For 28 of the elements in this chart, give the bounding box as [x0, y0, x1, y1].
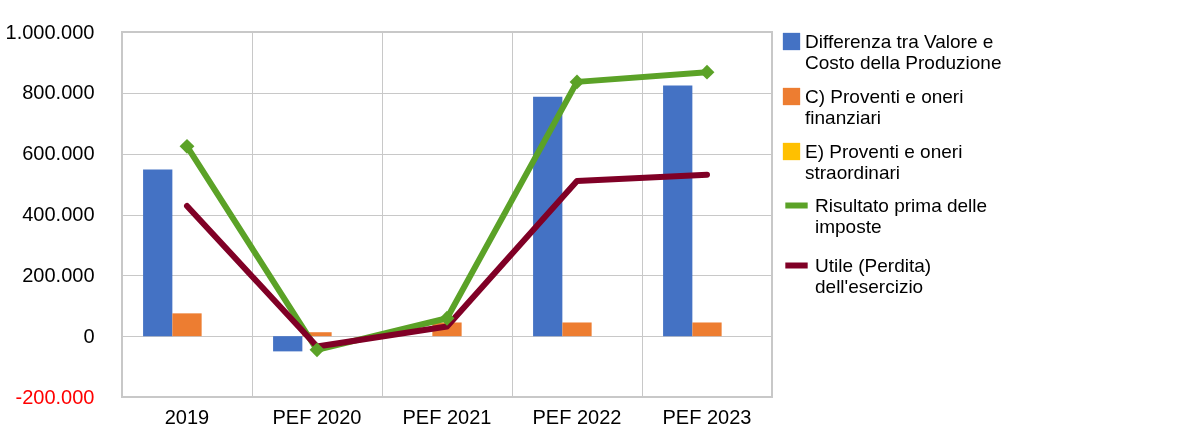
- bar: [663, 85, 693, 337]
- legend-label: Utile (Perdita) dell'esercizio: [815, 254, 932, 297]
- x-tick-label: PEF 2023: [662, 405, 752, 428]
- x-tick-label: PEF 2020: [272, 405, 362, 428]
- bar: [562, 322, 592, 337]
- point: [309, 342, 325, 358]
- bar: [143, 169, 173, 337]
- y-tick-label: 600.000: [22, 142, 95, 165]
- legend-label: Risultato prima delle imposte: [815, 194, 988, 237]
- x-tick-label: PEF 2021: [402, 405, 492, 428]
- bar: [533, 96, 563, 337]
- y-tick-label: 1.000.000: [5, 20, 95, 43]
- bar: [273, 336, 303, 352]
- point: [179, 138, 195, 154]
- point: [439, 310, 455, 326]
- x-tick-label: PEF 2022: [532, 405, 622, 428]
- y-tick-label: 200.000: [22, 263, 95, 286]
- bar: [692, 322, 722, 337]
- y-tick-label: 400.000: [22, 203, 95, 225]
- legend-label: C) Proventi e oneri finanziari: [805, 85, 964, 128]
- x-tick-label: 2019: [164, 405, 210, 428]
- y-tick-label: 800.000: [22, 81, 95, 104]
- bar: [172, 313, 202, 337]
- y-tick-label: -200.000: [15, 385, 95, 408]
- legend-label: Differenza tra Valore e Costo della Produzione: [805, 30, 1002, 73]
- y-tick-label: 0: [83, 324, 95, 347]
- point: [569, 74, 585, 90]
- legend-label: E) Proventi e oneri straordinari: [805, 140, 963, 183]
